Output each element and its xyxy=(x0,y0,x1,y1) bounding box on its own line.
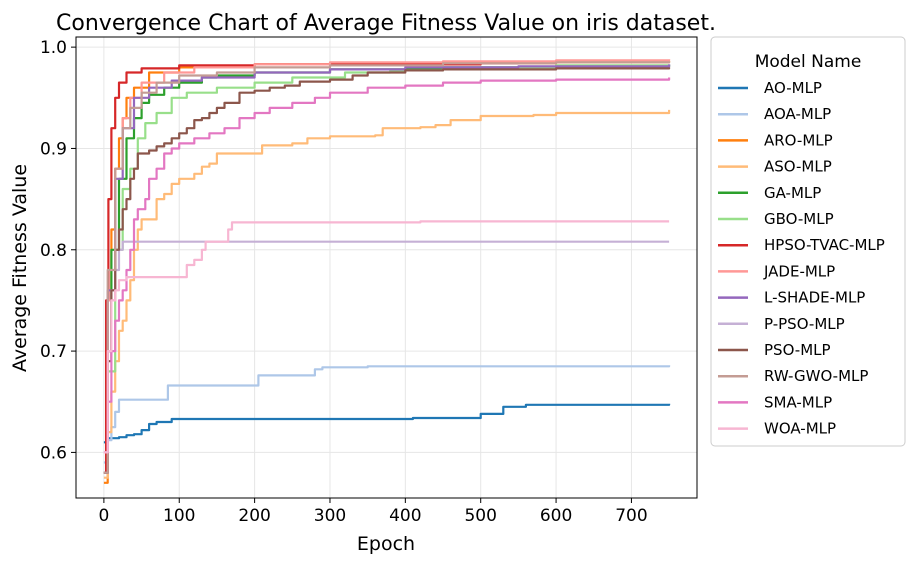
legend-title: Model Name xyxy=(755,52,862,72)
series-line-aso-mlp xyxy=(103,109,671,479)
series-line-aoa-mlp xyxy=(103,365,671,464)
y-tick-label: 0.9 xyxy=(40,139,67,159)
legend-label: JADE-MLP xyxy=(763,262,835,280)
series-line-hpso-tvac-mlp xyxy=(103,62,519,474)
plot-frame xyxy=(75,36,698,499)
legend: Model Name AO-MLP AOA-MLP ARO-MLP ASO-MLP GA… xyxy=(710,36,906,447)
legend-box xyxy=(710,36,906,447)
plot-area: 0 100 200 300 400 500 600 700 0.6 0.7 0.8 0.9 1.0 xyxy=(40,36,698,526)
x-tick-label: 600 xyxy=(540,506,572,526)
x-tick-label: 0 xyxy=(98,506,109,526)
series-line-l-shade-mlp xyxy=(103,64,671,474)
y-tick-label: 0.8 xyxy=(40,241,67,261)
legend-label: P-PSO-MLP xyxy=(764,315,845,333)
legend-label: RW-GWO-MLP xyxy=(764,367,868,385)
legend-label: ARO-MLP xyxy=(764,131,833,149)
series-line-rw-gwo-mlp xyxy=(103,61,671,474)
legend-label: GBO-MLP xyxy=(764,210,834,228)
x-tick-label: 200 xyxy=(238,506,270,526)
series-line-p-pso-mlp xyxy=(103,240,670,454)
series-line-gbo-mlp xyxy=(103,64,671,474)
legend-label: ASO-MLP xyxy=(764,158,832,176)
series-line-woa-mlp xyxy=(103,220,670,454)
legend-label: WOA-MLP xyxy=(764,420,836,438)
x-tick-label: 700 xyxy=(615,506,647,526)
y-tick-label: 0.6 xyxy=(40,443,67,463)
x-axis-label: Epoch xyxy=(357,533,415,555)
x-tick-label: 100 xyxy=(163,506,195,526)
legend-label: HPSO-TVAC-MLP xyxy=(764,236,885,254)
legend-label: SMA-MLP xyxy=(764,393,832,411)
x-tick-label: 400 xyxy=(389,506,421,526)
x-axis-ticks: 0 100 200 300 400 500 600 700 xyxy=(98,498,648,526)
x-tick-label: 300 xyxy=(314,506,346,526)
legend-label: L-SHADE-MLP xyxy=(764,289,865,307)
chart-title: Convergence Chart of Average Fitness Val… xyxy=(56,11,716,36)
series-line-sma-mlp xyxy=(103,77,671,454)
series-line-ao-mlp xyxy=(103,403,671,444)
grid-lines xyxy=(76,37,697,498)
legend-label: AO-MLP xyxy=(764,79,822,97)
y-axis-ticks: 0.6 0.7 0.8 0.9 1.0 xyxy=(40,38,76,463)
legend-items: AO-MLP AOA-MLP ARO-MLP ASO-MLP GA-MLP GBO-MLP… xyxy=(718,79,885,438)
legend-label: PSO-MLP xyxy=(764,341,831,359)
series-line-ga-mlp xyxy=(103,65,671,474)
y-axis-label: Average Fitness Value xyxy=(9,164,31,372)
x-tick-label: 500 xyxy=(464,506,496,526)
y-tick-label: 0.7 xyxy=(40,342,67,362)
series-line-pso-mlp xyxy=(103,67,671,474)
legend-label: AOA-MLP xyxy=(764,105,831,123)
legend-label: GA-MLP xyxy=(764,184,821,202)
series-lines xyxy=(103,59,671,484)
y-tick-label: 1.0 xyxy=(40,38,67,58)
